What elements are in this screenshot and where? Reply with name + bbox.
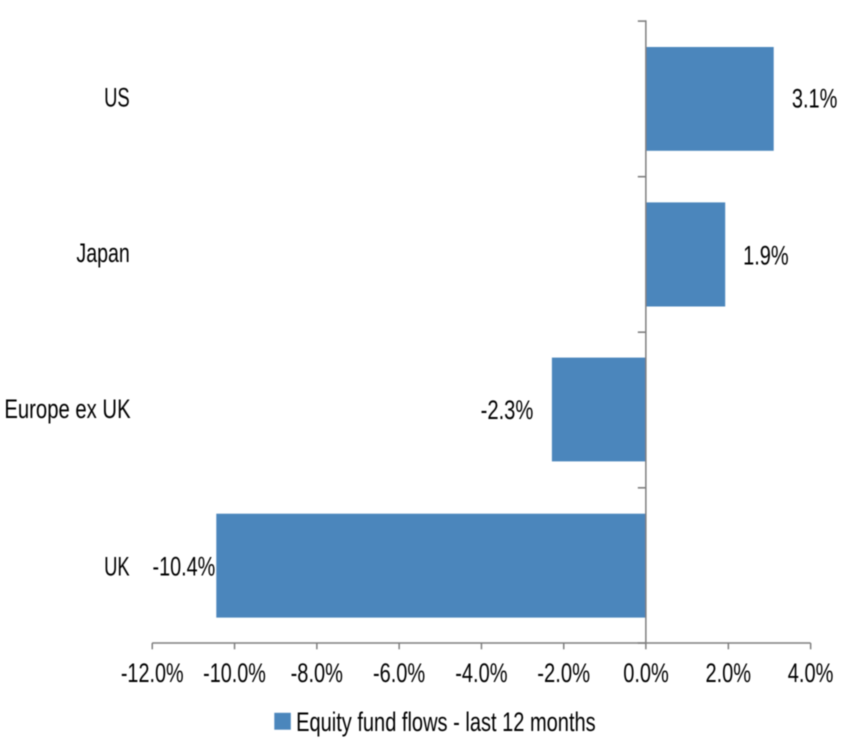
svg-text:-2.3%: -2.3% [481, 395, 534, 425]
svg-text:UK: UK [104, 552, 130, 582]
svg-text:2.0%: 2.0% [706, 658, 752, 688]
svg-text:-6.0%: -6.0% [373, 658, 425, 688]
svg-text:Japan: Japan [76, 238, 129, 268]
svg-text:-8.0%: -8.0% [291, 658, 343, 688]
svg-text:0.0%: 0.0% [623, 658, 669, 688]
svg-text:Europe ex UK: Europe ex UK [4, 394, 130, 424]
svg-text:4.0%: 4.0% [788, 658, 834, 688]
svg-text:-10.0%: -10.0% [203, 658, 266, 688]
svg-text:-10.4%: -10.4% [153, 552, 216, 582]
svg-text:-2.0%: -2.0% [537, 658, 590, 688]
svg-text:-12.0%: -12.0% [121, 658, 184, 688]
svg-text:3.1%: 3.1% [792, 84, 838, 114]
svg-text:US: US [104, 83, 130, 113]
svg-text:-4.0%: -4.0% [455, 658, 507, 688]
svg-text:Equity fund flows - last 12 mo: Equity fund flows - last 12 months [296, 707, 596, 737]
svg-text:1.9%: 1.9% [743, 241, 789, 271]
